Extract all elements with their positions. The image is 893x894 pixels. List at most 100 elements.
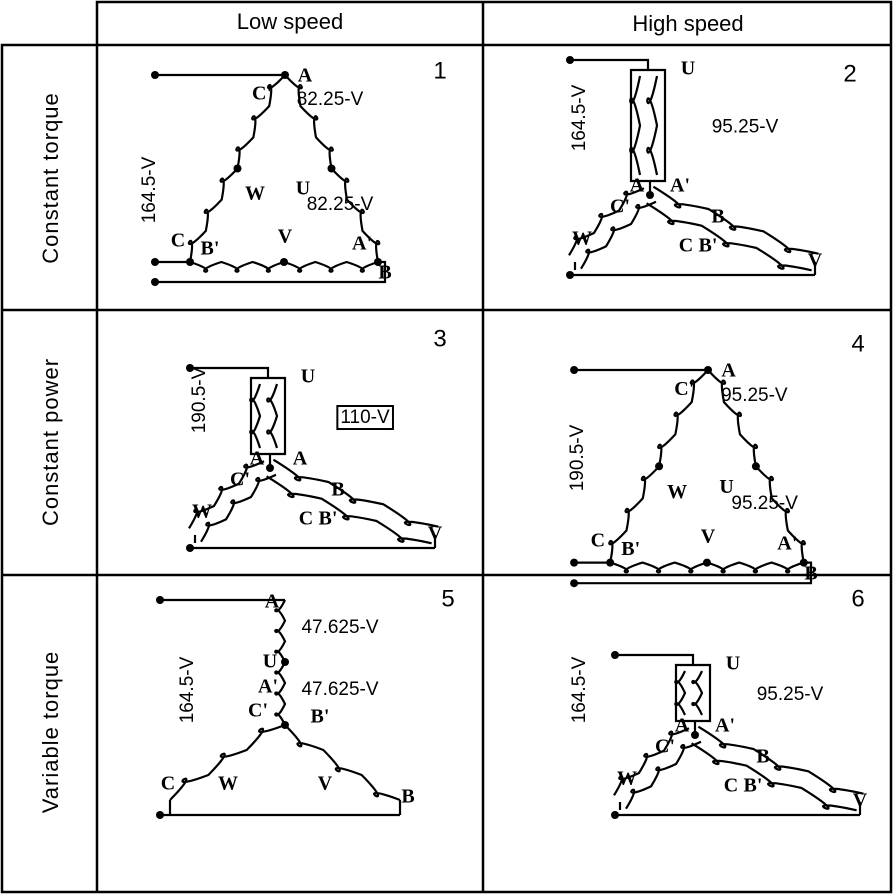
cell-number: 4	[851, 330, 864, 357]
node-dot	[691, 731, 699, 739]
node-label: B'	[744, 775, 763, 797]
node-dot	[566, 56, 574, 64]
wire	[200, 473, 277, 543]
line-voltage: 164.5-V	[569, 656, 590, 723]
node-dot	[606, 558, 615, 567]
node-dot	[646, 191, 654, 199]
node-dot	[280, 258, 288, 266]
row-label: Variable torque	[38, 651, 63, 814]
node-label: C'	[230, 469, 250, 491]
node-label: B'	[699, 235, 718, 257]
node-label: B	[711, 206, 724, 228]
node-label: B	[331, 479, 344, 501]
wire	[652, 185, 819, 255]
node-dot	[266, 464, 274, 472]
node-label: A'	[258, 676, 278, 698]
node-dot	[186, 258, 194, 266]
line-voltage: 164.5-V	[569, 84, 590, 151]
cell-number: 1	[433, 57, 446, 84]
row-label: Constant power	[38, 358, 63, 526]
wire	[284, 724, 401, 802]
voltage-label: 82.25-V	[297, 89, 364, 110]
voltage-label: 95.25-V	[757, 684, 824, 705]
node-label: B	[378, 262, 391, 284]
node-dot	[151, 258, 159, 266]
node-dot	[570, 366, 579, 374]
node-label: A	[265, 591, 280, 613]
line-voltage: 164.5-V	[177, 656, 198, 723]
node-dot	[281, 71, 289, 79]
node-label: W	[667, 481, 687, 503]
node-label: W	[245, 183, 265, 205]
wire	[691, 670, 704, 716]
wire	[608, 465, 660, 563]
node-dot	[151, 278, 159, 286]
wire	[272, 458, 439, 528]
wire	[187, 167, 239, 263]
node-dot	[156, 811, 164, 819]
node-dot	[704, 366, 712, 374]
wire	[706, 561, 805, 574]
node-label: C'	[674, 378, 694, 400]
circuit-diagram: U 95.25-V A A' C' B W C B' V 2 164.5-V	[566, 56, 857, 279]
voltage-label: 47.625-V	[301, 617, 378, 638]
wire	[674, 670, 687, 716]
wire	[274, 661, 287, 726]
node-label: W	[192, 501, 212, 523]
wire	[625, 740, 702, 810]
node-label: W	[218, 773, 238, 795]
node-dot	[186, 364, 194, 372]
label-box	[336, 405, 394, 431]
node-dot	[570, 579, 579, 588]
node-dot	[281, 721, 289, 729]
wire	[266, 383, 279, 449]
node-label: V	[853, 790, 868, 812]
node-label: B'	[311, 706, 330, 728]
node-dot	[655, 462, 664, 471]
wire	[190, 535, 437, 550]
node-label: B	[401, 786, 414, 808]
node-label: C'	[655, 736, 675, 758]
node-label: A'	[352, 233, 372, 255]
wire	[570, 262, 817, 277]
cell-number: 3	[433, 325, 446, 352]
wire	[691, 742, 857, 812]
node-dot	[156, 596, 164, 604]
voltage-label: 95.25-V	[712, 117, 779, 138]
node-label: U	[681, 58, 695, 80]
node-label: C	[299, 508, 313, 530]
wire	[274, 599, 287, 663]
line-voltage: 164.5-V	[139, 156, 160, 223]
node-label: A'	[670, 175, 690, 197]
node-label: B'	[319, 508, 338, 530]
line-voltage: 190.5-V	[189, 366, 210, 433]
node-label: C	[591, 530, 605, 552]
wire	[160, 598, 402, 817]
cell-number: 2	[843, 60, 856, 87]
wire	[755, 465, 806, 563]
wire	[580, 200, 657, 270]
voltage-label: 110-V	[340, 407, 390, 428]
wire	[266, 475, 432, 545]
wire	[249, 383, 262, 449]
node-dot	[566, 271, 574, 279]
row-label: Constant torque	[38, 92, 63, 264]
node-label: W	[572, 228, 592, 250]
node-label: A	[630, 175, 645, 197]
node-label: C'	[248, 700, 268, 722]
column-header: High speed	[632, 11, 743, 36]
column-header: Low speed	[237, 9, 343, 34]
cell-number: 5	[441, 585, 454, 612]
node-dot	[570, 558, 579, 567]
wire	[188, 460, 265, 529]
voltage-label: 95.25-V	[731, 493, 798, 514]
wire	[615, 653, 712, 735]
line-voltage: 190.5-V	[567, 424, 588, 491]
node-label: C	[724, 775, 738, 797]
node-dot	[611, 811, 619, 819]
node-label: C'	[610, 196, 630, 218]
node-label: B'	[621, 538, 640, 560]
